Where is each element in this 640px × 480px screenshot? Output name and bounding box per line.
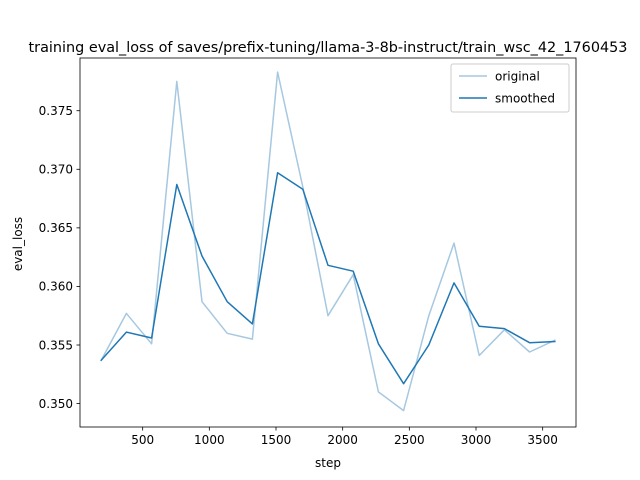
y-tick-label: 0.375 (39, 104, 73, 118)
axes-frame (79, 57, 577, 428)
x-tick-label: 2500 (394, 433, 425, 447)
y-tick-label: 0.355 (39, 338, 73, 352)
y-tick-label: 0.360 (39, 280, 73, 294)
x-tick-label: 500 (131, 433, 154, 447)
x-tick-label: 2000 (327, 433, 358, 447)
plot-area: 500 1000 1500 2000 2500 3000 3500 0.350 0.355 0.3… (39, 57, 577, 447)
x-tick-label: 1500 (261, 433, 292, 447)
y-tick-label: 0.350 (39, 397, 73, 411)
chart-title: training eval_loss of saves/prefix-tunin… (29, 40, 628, 56)
y-axis-label: eval_loss (11, 217, 25, 271)
series-line-smoothed (100, 172, 556, 385)
y-tick-label: 0.365 (39, 221, 73, 235)
y-tick-label: 0.370 (39, 163, 73, 177)
series-line-original (100, 71, 556, 412)
legend-label-smoothed: smoothed (495, 91, 555, 105)
x-tick-label: 1000 (194, 433, 225, 447)
legend-label-original: original (495, 69, 540, 83)
x-tick-label: 3500 (527, 433, 558, 447)
x-axis-label: step (315, 456, 341, 470)
x-tick-label: 3000 (461, 433, 492, 447)
